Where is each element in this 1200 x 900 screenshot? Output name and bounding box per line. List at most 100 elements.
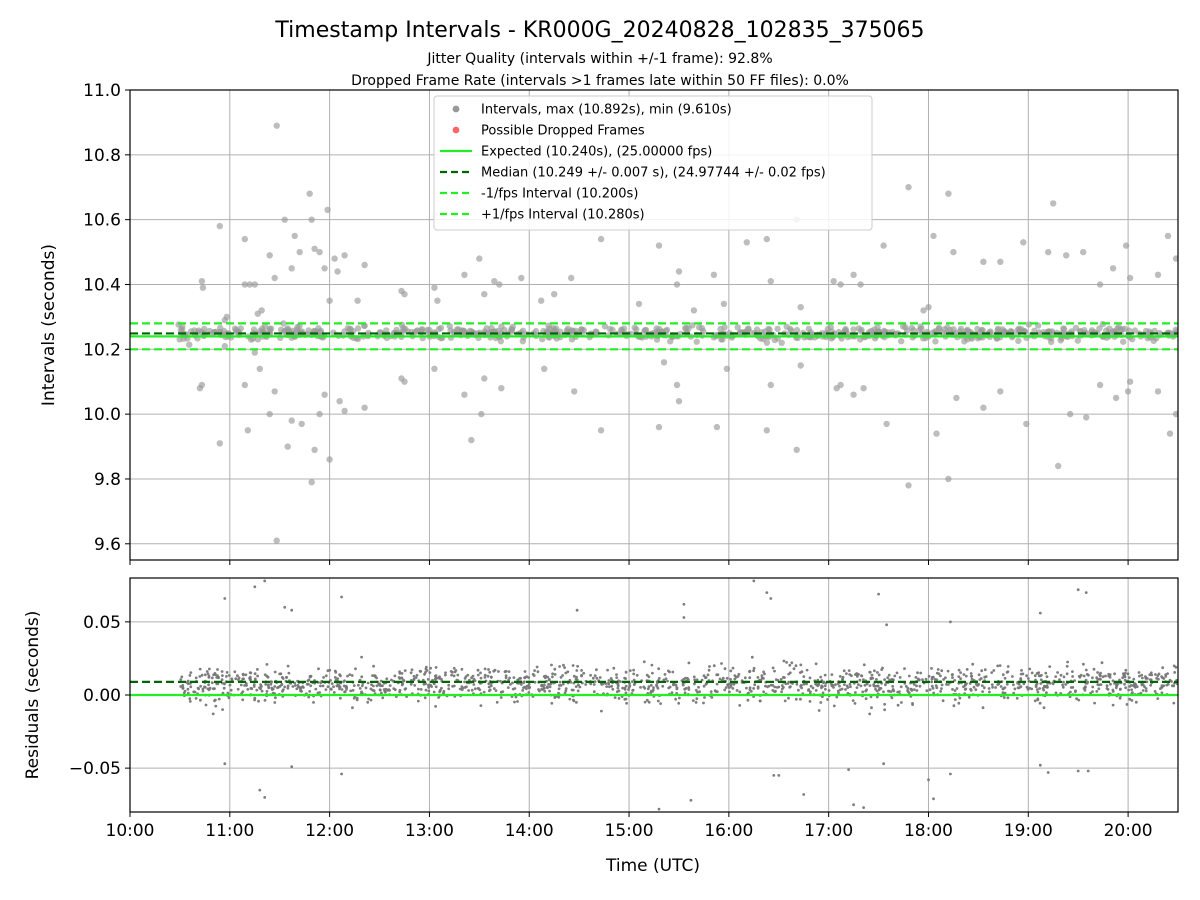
residuals-data-point	[957, 675, 961, 678]
residuals-data-point	[805, 668, 809, 672]
residuals-data-point	[655, 683, 658, 687]
intervals-data-point	[508, 326, 515, 333]
residuals-data-point	[478, 688, 482, 692]
residuals-data-point	[482, 690, 486, 694]
intervals-outlier-point	[1067, 410, 1074, 418]
residuals-panel: −0.05 0.00 0.05 10:00 11:00 12:00 13:00 14:00 15…	[69, 577, 1179, 841]
intervals-outlier-point	[461, 271, 468, 278]
intervals-outlier-point	[997, 388, 1004, 395]
residuals-data-point	[483, 673, 487, 677]
residuals-data-point	[762, 670, 765, 674]
residuals-outlier-point	[263, 796, 267, 799]
residuals-data-point	[707, 668, 711, 672]
residuals-data-point	[1141, 689, 1145, 692]
residuals-outlier-point	[765, 591, 769, 594]
intervals-outlier-point	[316, 248, 323, 256]
residuals-data-point	[817, 682, 821, 686]
intervals-outlier-point	[281, 216, 288, 223]
residuals-data-point	[501, 690, 505, 693]
residuals-data-point	[216, 682, 220, 686]
residuals-data-point	[473, 687, 477, 691]
residuals-data-point	[379, 679, 383, 683]
residuals-data-point	[372, 674, 376, 677]
residuals-data-point	[951, 676, 954, 679]
residuals-data-point	[878, 686, 881, 690]
residuals-data-point	[820, 686, 823, 690]
residuals-data-point	[725, 676, 729, 680]
residuals-data-point	[708, 665, 711, 668]
residuals-data-point	[868, 712, 872, 716]
residuals-data-point	[964, 687, 968, 691]
residuals-data-point	[859, 684, 863, 688]
intervals-outlier-point	[880, 242, 887, 249]
residuals-outlier-point	[689, 798, 693, 802]
residuals-data-point	[332, 685, 335, 689]
residuals-data-point	[307, 682, 310, 686]
residuals-data-point	[792, 667, 796, 671]
intervals-data-point	[774, 325, 781, 333]
residuals-data-point	[450, 673, 453, 677]
residuals-data-point	[1149, 683, 1153, 687]
residuals-data-point	[971, 662, 975, 666]
residuals-data-point	[1036, 690, 1040, 694]
legend-entry-label: Median (10.249 +/- 0.007 s), (24.97744 +…	[481, 166, 826, 181]
residuals-data-point	[787, 696, 790, 700]
residuals-data-point	[201, 689, 205, 693]
intervals-outlier-point	[361, 261, 368, 269]
intervals-data-point	[601, 323, 609, 330]
residuals-data-point	[684, 687, 688, 690]
residuals-data-point	[385, 677, 389, 681]
intervals-data-point	[176, 336, 183, 343]
residuals-data-point	[527, 676, 531, 679]
residuals-data-point	[907, 674, 911, 678]
residuals-data-point	[1145, 680, 1149, 684]
intervals-data-point	[766, 326, 773, 333]
residuals-data-point	[782, 659, 786, 663]
residuals-data-point	[777, 685, 781, 689]
intervals-data-point	[987, 330, 994, 337]
residuals-data-point	[1127, 688, 1130, 692]
residuals-data-point	[1165, 683, 1169, 687]
residuals-data-point	[214, 704, 218, 708]
intervals-outlier-point	[930, 232, 937, 240]
residuals-data-point	[179, 685, 183, 688]
residuals-data-point	[228, 683, 232, 687]
residuals-data-point	[780, 684, 784, 687]
residuals-data-point	[830, 673, 834, 676]
residuals-data-point	[1003, 676, 1007, 680]
residuals-data-point	[269, 680, 273, 684]
intervals-data-point	[1074, 337, 1082, 344]
residuals-data-point	[788, 671, 792, 675]
residuals-data-point	[316, 691, 320, 695]
residuals-data-point	[752, 669, 755, 673]
residuals-data-point	[438, 689, 442, 693]
residuals-data-point	[1045, 675, 1049, 679]
residuals-data-point	[1154, 673, 1157, 676]
residuals-data-point	[575, 701, 578, 704]
residuals-data-point	[242, 677, 246, 681]
residuals-data-point	[372, 664, 375, 668]
residuals-data-point	[307, 678, 311, 682]
residuals-data-point	[206, 687, 210, 691]
residuals-data-point	[980, 669, 984, 673]
residuals-outlier-point	[949, 772, 952, 776]
residuals-data-point	[624, 691, 628, 695]
intervals-outlier-point	[316, 410, 323, 418]
residuals-data-point	[380, 691, 383, 695]
residuals-data-point	[580, 669, 583, 672]
residuals-data-point	[1001, 691, 1005, 695]
intervals-outlier-point	[434, 297, 441, 304]
residuals-data-point	[360, 655, 363, 659]
residuals-data-point	[970, 674, 974, 678]
intervals-data-point	[685, 325, 692, 332]
intervals-y-tick-label: 9.6	[94, 535, 121, 555]
residuals-data-point	[1019, 677, 1023, 680]
residuals-data-point	[253, 672, 257, 676]
residuals-data-point	[326, 669, 330, 673]
residuals-data-point	[1099, 677, 1102, 681]
residuals-data-point	[352, 684, 356, 687]
residuals-data-point	[186, 682, 190, 686]
residuals-data-point	[249, 671, 253, 675]
residuals-data-point	[1172, 701, 1176, 705]
residuals-data-point	[203, 685, 206, 689]
